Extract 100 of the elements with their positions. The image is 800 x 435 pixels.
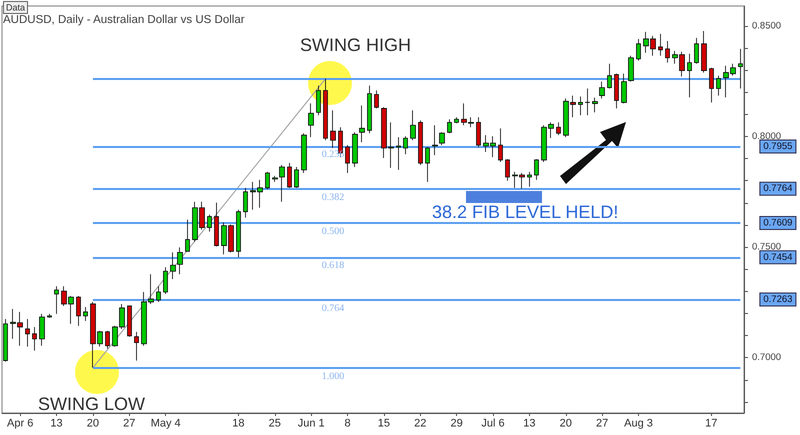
- candlestick: [439, 132, 445, 146]
- candlestick: [585, 88, 590, 116]
- candlestick: [83, 306, 88, 322]
- candlestick: [134, 331, 139, 361]
- annotation: 0.500: [322, 226, 344, 237]
- candlestick: [527, 171, 532, 188]
- candlestick: [214, 202, 219, 247]
- candlestick: [352, 132, 358, 168]
- candlestick: [425, 146, 430, 182]
- candlestick: [396, 136, 401, 170]
- x-tick-label: 15: [378, 418, 390, 430]
- candlestick: [294, 166, 299, 188]
- x-tick-label: 27: [123, 418, 136, 430]
- candlestick: [301, 132, 307, 174]
- candlestick: [738, 48, 743, 89]
- candlestick: [614, 73, 619, 109]
- candlestick: [447, 118, 452, 134]
- candlestick: [265, 171, 270, 190]
- candlestick: [701, 30, 707, 73]
- candlestick: [534, 158, 539, 180]
- x-tick-label: Jul 6: [481, 418, 505, 430]
- candlestick: [607, 63, 612, 89]
- candlestick: [185, 219, 190, 252]
- candlestick: [177, 246, 183, 275]
- candlestick: [599, 81, 605, 99]
- x-tick-label: 20: [560, 418, 572, 430]
- candlestick: [127, 306, 132, 338]
- y-tick-label: 0.8000: [752, 131, 782, 142]
- annotation: SWING HIGH: [300, 35, 411, 55]
- ref-line-label: 0.7764: [763, 183, 792, 194]
- candlestick: [418, 120, 423, 166]
- candlestick: [156, 286, 161, 302]
- x-tick-label: 13: [50, 418, 63, 430]
- annotation: 38.2 FIB LEVEL HELD!: [432, 202, 618, 222]
- x-tick-label: 25: [268, 418, 281, 430]
- candlestick: [287, 162, 292, 188]
- x-tick-label: 13: [523, 418, 536, 430]
- candlestick: [658, 33, 663, 56]
- candlestick: [578, 96, 583, 116]
- candlestick: [308, 102, 314, 138]
- annotation: 0.618: [322, 260, 344, 272]
- candlestick: [628, 55, 634, 82]
- candlestick: [410, 110, 416, 141]
- annotation: 1.000: [322, 370, 344, 382]
- candlestick: [323, 78, 328, 141]
- candlestick: [330, 110, 336, 148]
- candlestick: [236, 209, 241, 258]
- candlestick: [432, 124, 438, 156]
- candlestick: [32, 326, 37, 352]
- ref-line-label: 0.7955: [763, 140, 792, 152]
- x-tick-label: Apr 6: [7, 418, 34, 430]
- candlestick: [359, 105, 365, 143]
- candlestick: [367, 85, 372, 134]
- y-tick-label: 0.7500: [752, 242, 782, 253]
- candlestick: [54, 286, 59, 314]
- x-tick-label: 20: [86, 418, 100, 430]
- annotation: Data: [6, 2, 26, 12]
- candlestick: [716, 75, 721, 96]
- x-tick-label: 8: [344, 418, 351, 430]
- x-tick-label: May 4: [150, 418, 181, 430]
- candlestick: [374, 90, 379, 109]
- ref-line-label: 0.7263: [763, 294, 792, 306]
- annotation: SWING LOW: [38, 394, 146, 414]
- candlestick: [345, 144, 350, 174]
- candlestick: [39, 314, 45, 346]
- candlestick: [163, 266, 168, 294]
- candlestick: [3, 318, 8, 362]
- candlestick: [592, 97, 598, 113]
- candlestick: [709, 67, 714, 103]
- candlestick: [76, 296, 81, 326]
- x-tick-label: Aug 3: [624, 418, 653, 430]
- candlestick: [454, 116, 459, 124]
- candlestick: [687, 53, 692, 98]
- ref-line-label: 0.7454: [763, 252, 792, 263]
- candlestick: [403, 136, 408, 155]
- x-tick-label: Jun 1: [298, 418, 325, 430]
- candlestick: [621, 73, 627, 104]
- candlestick: [279, 164, 285, 202]
- candlestick: [207, 214, 212, 232]
- x-tick-label: 27: [596, 418, 608, 430]
- annotation: 0.382: [322, 192, 344, 203]
- candlestick: [636, 38, 641, 62]
- candlestick: [498, 128, 503, 162]
- text: AUDUSD, Daily - Australian Dollar vs US Dollar: [3, 14, 245, 26]
- y-tick-label: 0.8500: [752, 20, 782, 32]
- candlestick: [556, 122, 561, 136]
- ref-line-label: 0.7609: [763, 217, 792, 228]
- x-tick-label: 17: [705, 418, 718, 430]
- candlestick: [694, 37, 699, 64]
- y-tick-label: 0.7000: [752, 352, 782, 364]
- annotation: 0.764: [322, 302, 344, 314]
- x-tick-label: 22: [414, 418, 426, 430]
- candlestick: [105, 330, 110, 350]
- candlestick: [316, 85, 321, 116]
- candlestick: [505, 158, 510, 182]
- candlestick: [243, 187, 248, 218]
- candlestick: [665, 40, 670, 64]
- candlestick: [170, 252, 176, 280]
- candlestick: [272, 175, 278, 182]
- candlestick: [476, 116, 481, 148]
